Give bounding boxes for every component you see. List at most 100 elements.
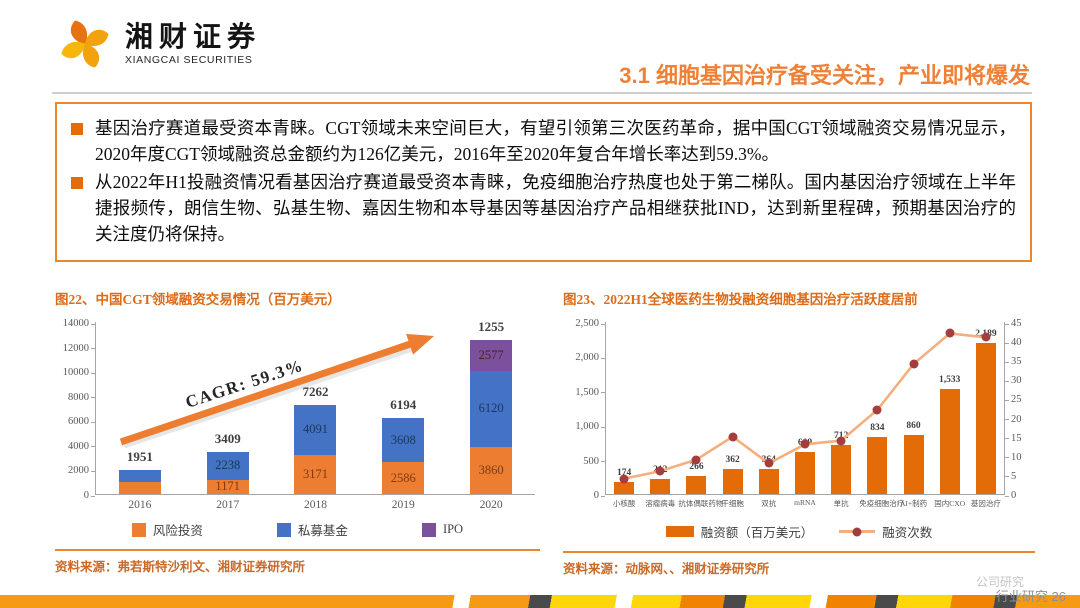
y-axis-tick-label: 1,500 [575, 386, 605, 398]
line-data-point [619, 474, 629, 484]
watermark-label: 公司研究 [975, 575, 1024, 589]
bar-stack [650, 479, 671, 494]
figure-title: 图23、2022H1全球医药生物投融资细胞基因治疗活跃度居前 [563, 292, 918, 307]
bar-segment [867, 436, 888, 494]
bar-segment [650, 479, 671, 494]
summary-box: 基因治疗赛道最受资本青睐。CGT领域未来空间巨大，有望引领第三次医药革命，据中国… [55, 102, 1032, 263]
bar-stack [903, 434, 924, 494]
combo-chart: 0 500 1,000 1,500 2,000 2,500 0 5 10 15 20 25 30 35 40… [563, 318, 1035, 514]
bar-segment: 6120 [470, 371, 513, 447]
bar-segment: 1171 [206, 479, 249, 494]
bar-stack: 3171 4091 [294, 404, 337, 494]
legend-label: IPO [442, 522, 464, 536]
right-axis-tick-label: 45 [1005, 318, 1022, 329]
bullet-square-icon [71, 123, 83, 135]
page-number-label: 行业研究 26 [995, 589, 1066, 604]
bar-stack: 2586 3608 [382, 417, 425, 494]
right-axis-tick-label: 40 [1005, 337, 1022, 349]
bar-column: 3860 6120 2577 1255 2020 [447, 319, 535, 511]
bar-total-label: 1951 [126, 449, 153, 465]
bar-stack: 1171 2238 [206, 452, 249, 494]
legend-item: IPO [421, 522, 464, 537]
summary-text: 从2022年H1投融资情况看基因治疗赛道最受资本青睐，免疫细胞治疗热度也处于第二… [95, 171, 1016, 245]
line-data-point [945, 328, 955, 338]
chart-legend: 风险投资 私募基金 IPO [55, 520, 540, 539]
bar-stack [686, 475, 707, 494]
bar-segment [903, 434, 924, 494]
bar-column: 1951 2016 [96, 322, 184, 511]
x-axis-tick-label: 2017 [216, 499, 240, 511]
y-axis-tick-label: 10000 [62, 367, 96, 379]
bar-stack [614, 482, 635, 494]
y-axis-tick-label: 6000 [68, 416, 95, 428]
bar-stack [975, 343, 996, 494]
bar-stack: 3860 6120 2577 [470, 339, 513, 494]
x-axis-tick-label: 干细胞 [721, 499, 744, 508]
y-axis-tick-label: 12000 [62, 342, 96, 354]
line-data-point [909, 359, 919, 369]
summary-bullet: 从2022年H1投融资情况看基因治疗赛道最受资本青睐，免疫细胞治疗热度也处于第二… [71, 169, 1016, 248]
right-axis-tick-label: 10 [1005, 451, 1022, 463]
brand-logo: 湘财证券 XIANGCAI SECURITIES [57, 16, 261, 72]
x-axis-tick-label: mRNA [794, 498, 816, 507]
bar-segment [831, 445, 852, 494]
x-axis-tick-label: 基因治疗 [970, 499, 1001, 508]
right-axis-tick-label: 20 [1005, 413, 1022, 425]
chart-plot-area: CAGR: 59.3% 0 2000 4000 6000 8000 10000 12000 1… [63, 318, 535, 511]
bar-column: 2586 3608 6194 2019 [359, 322, 447, 511]
bar-segment [939, 388, 960, 494]
y-axis-tick-label: 2,000 [575, 352, 605, 364]
legend-label: 融资额（百万美元） [700, 526, 814, 540]
x-axis-tick-label: AI+制药 [899, 499, 928, 508]
y-axis-tick-label: 2000 [68, 465, 95, 477]
right-axis-tick-label: 0 [1004, 490, 1017, 501]
legend-swatch [421, 522, 436, 537]
bar-segment: 3860 [470, 446, 513, 494]
right-axis-tick-label: 15 [1005, 432, 1022, 444]
bar-column: 174 小核酸 [606, 322, 642, 508]
bar-column: 1,533 国内CXO [932, 322, 968, 508]
bar-value-label: 860 [906, 420, 921, 431]
bar-segment [794, 452, 815, 494]
y-axis-tick-label: 0 [593, 490, 606, 501]
bar-segment-label: 4091 [302, 422, 328, 437]
right-axis-tick-label: 35 [1005, 356, 1022, 368]
line-data-point [691, 455, 701, 465]
bar-segment [758, 468, 779, 494]
bar-value-label: 362 [725, 455, 740, 466]
x-axis-tick-label: 2019 [391, 499, 415, 511]
x-axis-tick-label: 国内CXO [934, 499, 966, 508]
brand-name-en: XIANGCAI SECURITIES [125, 54, 253, 67]
line-data-point [981, 332, 991, 342]
bar-segment-label: 2238 [215, 458, 241, 473]
legend-line-swatch [839, 527, 876, 536]
page-title: 3.1 细胞基因治疗备受关注，产业即将爆发 [619, 63, 1030, 88]
legend-label: 风险投资 [152, 524, 203, 538]
source-note: 资料来源：动脉网、、湘财证券研究所 [563, 551, 1035, 577]
line-data-point [800, 439, 810, 449]
bar-total-label: 3409 [214, 431, 241, 447]
legend-item: 风险投资 [131, 520, 203, 539]
bar-stack [939, 388, 960, 494]
figure-title: 图22、中国CGT领域融资交易情况（百万美元） [55, 292, 341, 307]
bar-segment: 2577 [470, 339, 513, 372]
y-axis-tick-label: 14000 [62, 318, 96, 329]
bullet-square-icon [71, 176, 83, 189]
chart-plot-area: 0 500 1,000 1,500 2,000 2,500 0 5 10 15 20 25 30 35 40… [575, 318, 1021, 508]
x-axis-tick-label: 2016 [128, 499, 152, 511]
legend-swatch [276, 522, 291, 537]
line-data-point [728, 432, 738, 442]
x-axis-tick-label: 免疫细胞治疗 [859, 499, 905, 508]
bar-stack [118, 470, 161, 494]
legend-label: 私募基金 [297, 524, 348, 538]
bar-stack [794, 452, 815, 494]
header-divider [52, 92, 1032, 94]
y-axis-tick-label: 1,000 [575, 421, 605, 433]
bar-segment-label: 3860 [478, 462, 504, 477]
bar-column: 860 AI+制药 [895, 322, 931, 508]
bar-stack [831, 445, 852, 494]
bar-column: 1171 2238 3409 2017 [184, 322, 272, 511]
bar-segment-label: 3171 [302, 467, 328, 482]
bar-column: 362 干细胞 [715, 322, 751, 508]
